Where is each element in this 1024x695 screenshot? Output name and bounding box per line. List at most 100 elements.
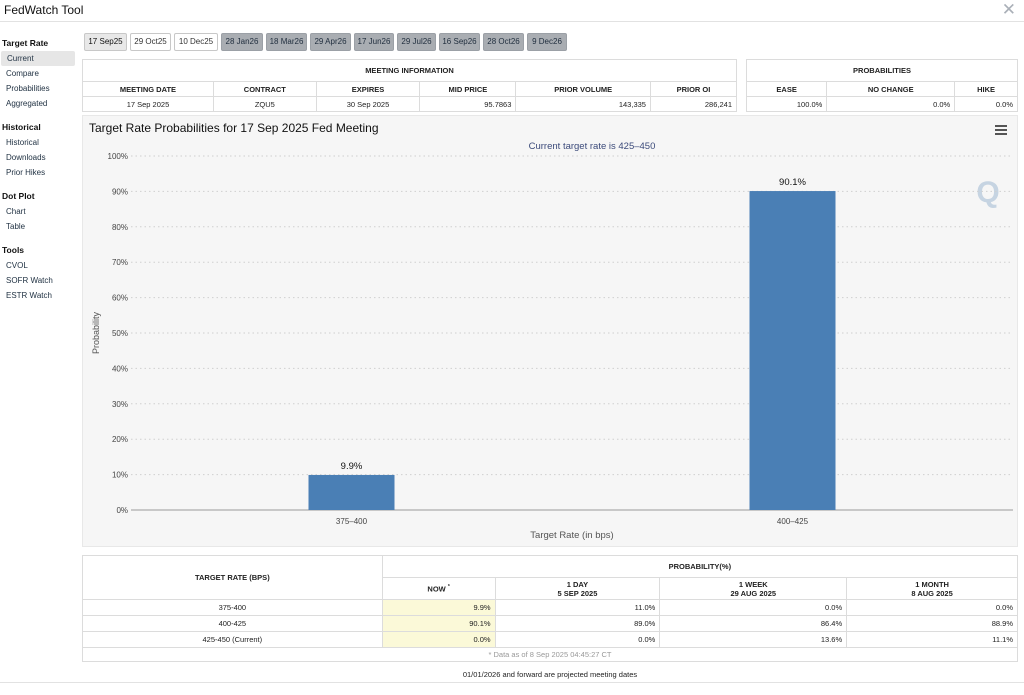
table-row: 400-425 90.1% 89.0% 86.4% 88.9% — [82, 615, 1018, 632]
sidebar-item-chart[interactable]: Chart — [6, 207, 26, 216]
tab-meeting[interactable]: 28 Oct26 — [483, 33, 524, 51]
value-cell: 0.0% — [659, 599, 848, 616]
tab-meeting[interactable]: 17 Jun26 — [354, 33, 394, 51]
meeting-information-table: MEETING INFORMATION MEETING DATE CONTRAC… — [82, 59, 738, 112]
now-marker: * — [447, 583, 450, 590]
sidebar-heading-dot-plot: Dot Plot — [2, 191, 35, 201]
sidebar-item-cvol[interactable]: CVOL — [6, 261, 28, 270]
sidebar-item-sofr-watch[interactable]: SOFR Watch — [6, 276, 53, 285]
table-row: 425-450 (Current) 0.0% 0.0% 13.6% 11.1% — [82, 631, 1018, 648]
rate-cell: 400-425 — [82, 615, 383, 632]
now-cell: 90.1% — [381, 615, 496, 632]
tab-meeting[interactable]: 10 Dec25 — [174, 33, 218, 51]
hike-cell: 0.0% — [954, 96, 1018, 112]
sidebar-item-table[interactable]: Table — [6, 222, 26, 231]
column-header-1-day: 1 DAY 5 SEP 2025 — [494, 577, 661, 600]
hamburger-menu-icon[interactable] — [995, 125, 1007, 137]
close-icon[interactable]: ✕ — [1001, 0, 1016, 19]
data-label: 90.1% — [779, 177, 806, 188]
y-tick-label: 60% — [112, 294, 128, 303]
x-axis-title: Target Rate (in bps) — [530, 530, 613, 541]
header-date: 8 AUG 2025 — [911, 588, 953, 598]
tab-meeting[interactable]: 9 Dec26 — [527, 33, 567, 51]
tab-meeting[interactable]: 28 Jan26 — [221, 33, 263, 51]
y-tick-label: 100% — [108, 152, 128, 161]
sidebar-item-compare[interactable]: Compare — [6, 69, 39, 78]
bar-chart: Current target rate is 425–450 Q 0% 10% 20% 3… — [91, 141, 1013, 541]
y-tick-label: 70% — [112, 258, 128, 267]
header-line: 1 WEEK — [738, 579, 768, 589]
column-header-1-week: 1 WEEK 29 AUG 2025 — [659, 577, 848, 600]
column-header: CONTRACT — [212, 81, 317, 97]
header-line: 1 MONTH — [915, 579, 949, 589]
sidebar-item-historical[interactable]: Historical — [6, 138, 39, 147]
tab-meeting[interactable]: 16 Sep26 — [439, 33, 480, 51]
projected-dates-note: 01/01/2026 and forward are projected mee… — [462, 670, 638, 679]
target-rate-header: TARGET RATE (BPS) — [82, 555, 383, 600]
prior-volume-cell: 143,335 — [515, 96, 651, 112]
sidebar-item-downloads[interactable]: Downloads — [6, 153, 46, 162]
probability-group-header: PROBABILITY(%) — [381, 555, 1019, 578]
column-header: MID PRICE — [419, 81, 517, 97]
contract-cell: ZQU5 — [212, 96, 317, 112]
chart-panel: Current target rate is 425–450 Q 0% 10% 20% 3… — [82, 115, 1018, 547]
y-tick-label: 80% — [112, 223, 128, 232]
sidebar-heading-historical: Historical — [2, 122, 41, 132]
footer-divider — [0, 682, 1024, 683]
tab-meeting[interactable]: 29 Apr26 — [310, 33, 351, 51]
y-tick-label: 20% — [112, 435, 128, 444]
y-tick-label: 40% — [112, 364, 128, 373]
header-date: 5 SEP 2025 — [557, 588, 598, 598]
sidebar-item-estr-watch[interactable]: ESTR Watch — [6, 291, 52, 300]
probability-history-table: TARGET RATE (BPS) PROBABILITY(%) NOW * 1… — [82, 555, 1019, 662]
sidebar-item-prior-hikes[interactable]: Prior Hikes — [6, 168, 46, 177]
tab-meeting[interactable]: 29 Oct25 — [130, 33, 171, 51]
column-header-now: NOW * — [381, 577, 496, 600]
tab-meeting[interactable]: 29 Jul26 — [397, 33, 436, 51]
value-cell: 13.6% — [659, 631, 848, 648]
value-cell: 89.0% — [494, 615, 661, 632]
app-title: FedWatch Tool — [4, 3, 84, 17]
value-cell: 86.4% — [659, 615, 848, 632]
column-header: MEETING DATE — [82, 81, 214, 97]
sidebar-heading-target-rate: Target Rate — [2, 38, 49, 48]
expires-cell: 30 Sep 2025 — [315, 96, 421, 112]
column-header: PRIOR VOLUME — [515, 81, 651, 97]
probabilities-table: PROBABILITIES EASE NO CHANGE HIKE 100.0%… — [745, 59, 1018, 112]
chart-title: Target Rate Probabilities for 17 Sep 202… — [89, 121, 379, 135]
ease-cell: 100.0% — [745, 96, 828, 112]
header-line: 1 DAY — [566, 579, 589, 589]
meeting-information-caption: MEETING INFORMATION — [82, 59, 737, 82]
meeting-date-cell: 17 Sep 2025 — [82, 96, 214, 112]
probabilities-caption: PROBABILITIES — [746, 59, 1018, 82]
sidebar-item-current[interactable]: Current — [1, 51, 75, 66]
sidebar-item-aggregated[interactable]: Aggregated — [6, 99, 48, 108]
x-tick-label: 400–425 — [777, 517, 809, 526]
rate-cell: 375-400 — [82, 599, 383, 616]
sidebar-heading-tools: Tools — [2, 245, 25, 255]
y-tick-label: 30% — [112, 400, 128, 409]
bar — [749, 191, 836, 510]
no-change-cell: 0.0% — [826, 96, 956, 112]
now-label: NOW — [427, 584, 446, 594]
y-tick-label: 90% — [112, 187, 128, 196]
sidebar-item-probabilities[interactable]: Probabilities — [6, 84, 50, 93]
data-label: 9.9% — [341, 461, 363, 472]
tab-meeting[interactable]: 18 Mar26 — [266, 33, 307, 51]
table-row: 375-400 9.9% 11.0% 0.0% 0.0% — [82, 599, 1018, 616]
y-tick-label: 50% — [112, 329, 128, 338]
now-cell: 0.0% — [381, 631, 496, 648]
column-header: EASE — [745, 81, 828, 97]
prior-oi-cell: 286,241 — [649, 96, 738, 112]
mid-price-cell: 95.7863 — [419, 96, 517, 112]
column-header-1-month: 1 MONTH 8 AUG 2025 — [846, 577, 1018, 600]
value-cell: 88.9% — [846, 615, 1018, 632]
y-tick-label: 0% — [116, 506, 128, 515]
title-bar: FedWatch Tool ✕ — [0, 0, 1024, 22]
bar — [308, 474, 395, 510]
value-cell: 11.0% — [494, 599, 661, 616]
column-header: NO CHANGE — [826, 81, 956, 97]
tab-meeting[interactable]: 17 Sep25 — [84, 33, 127, 51]
header-date: 29 AUG 2025 — [730, 588, 777, 598]
x-tick-label: 375–400 — [336, 517, 368, 526]
